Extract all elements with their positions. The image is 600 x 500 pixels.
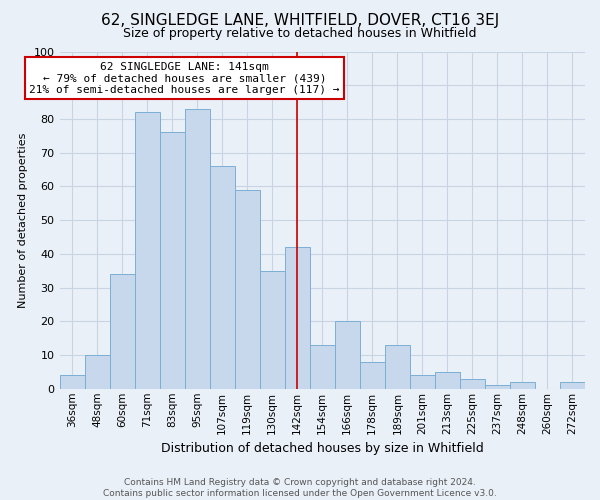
Bar [185,109,209,389]
Bar [510,382,535,389]
Bar [385,345,410,389]
Text: 62, SINGLEDGE LANE, WHITFIELD, DOVER, CT16 3EJ: 62, SINGLEDGE LANE, WHITFIELD, DOVER, CT… [101,12,499,28]
Text: Size of property relative to detached houses in Whitfield: Size of property relative to detached ho… [123,28,477,40]
Bar [410,376,435,389]
X-axis label: Distribution of detached houses by size in Whitfield: Distribution of detached houses by size … [161,442,484,455]
Bar [85,355,110,389]
Bar [59,376,85,389]
Bar [260,270,285,389]
Bar [134,112,160,389]
Bar [485,386,510,389]
Text: 62 SINGLEDGE LANE: 141sqm
← 79% of detached houses are smaller (439)
21% of semi: 62 SINGLEDGE LANE: 141sqm ← 79% of detac… [29,62,340,95]
Text: Contains HM Land Registry data © Crown copyright and database right 2024.
Contai: Contains HM Land Registry data © Crown c… [103,478,497,498]
Bar [460,378,485,389]
Bar [435,372,460,389]
Y-axis label: Number of detached properties: Number of detached properties [18,132,28,308]
Bar [160,132,185,389]
Bar [110,274,134,389]
Bar [310,345,335,389]
Bar [335,322,360,389]
Bar [209,166,235,389]
Bar [285,247,310,389]
Bar [560,382,585,389]
Bar [360,362,385,389]
Bar [235,190,260,389]
